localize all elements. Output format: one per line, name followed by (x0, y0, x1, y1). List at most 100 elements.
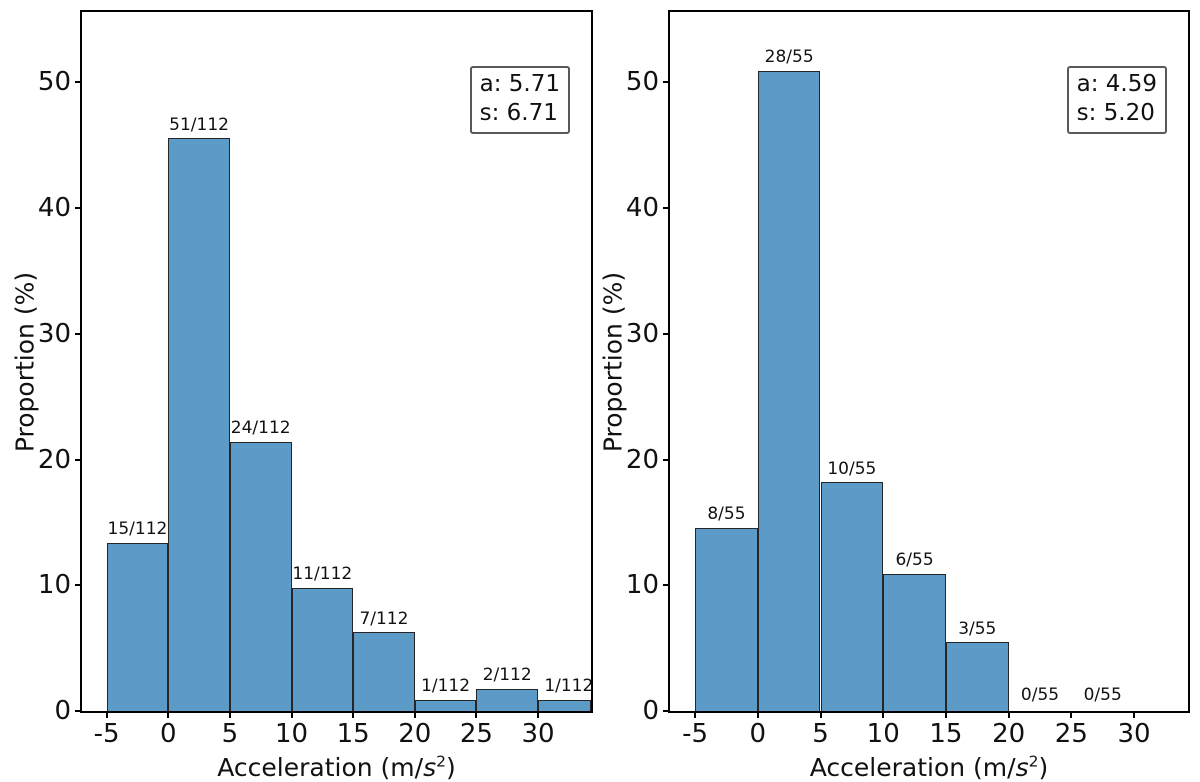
y-tick-label: 30 (625, 318, 659, 349)
y-tick-mark (663, 81, 670, 84)
bar-count-label: 24/112 (230, 417, 291, 438)
plot-area: a: 4.59 s: 5.20 8/55 28/55 10/55 6/55 3/55 0/… (626, 10, 1190, 747)
x-tick-mark (352, 711, 355, 718)
y-tick-mark (663, 207, 670, 210)
y-axis-label: Proportion (%) (598, 271, 628, 452)
x-tick-label: 0 (749, 719, 767, 749)
y-tick-label: 10 (37, 570, 71, 601)
x-tick-label: 15 (336, 719, 370, 749)
x-tick-label: 30 (521, 719, 555, 749)
bar-count-label: 3/55 (958, 618, 997, 639)
y-axis-label: Proportion (%) (10, 271, 40, 452)
stat-std: s: 5.20 (1076, 100, 1155, 127)
y-tick-label: 20 (37, 444, 71, 475)
bar-count-label: 1/112 (421, 675, 471, 696)
y-tick-mark (75, 207, 82, 210)
bar-count-label: 2/112 (482, 664, 532, 685)
x-axis-label-close: ) (1038, 753, 1049, 782)
x-axis-label-variable: s (423, 753, 437, 782)
x-axis-label-variable: s (1015, 753, 1029, 782)
bar-count-label: 15/112 (107, 518, 168, 539)
x-axis-label-superscript: 2 (436, 752, 446, 771)
stat-mean: a: 5.71 (479, 71, 560, 97)
right-histogram-chart: a: 4.59 s: 5.20 8/55 28/55 10/55 6/55 3/55 0/… (599, 10, 1190, 780)
bar-count-label: 0/55 (1020, 685, 1060, 706)
x-tick-mark (228, 711, 231, 718)
x-tick-label: 5 (812, 719, 829, 749)
x-tick-label: -5 (682, 719, 709, 749)
bar-count-label: 51/112 (169, 114, 229, 135)
bar-count-label: 8/55 (707, 504, 746, 525)
x-tick-label: 10 (274, 719, 309, 749)
x-tick-mark (105, 711, 108, 718)
left-histogram-chart: a: 5.71 s: 6.71 15/112 51/112 24/112 11/112… (11, 10, 594, 780)
histogram-bar (168, 138, 230, 711)
y-tick-mark (75, 332, 82, 335)
histogram-bar (291, 587, 354, 711)
histogram-bar (229, 441, 292, 711)
x-tick-label: 25 (1054, 719, 1088, 749)
x-axis-label-close: ) (445, 753, 456, 782)
bar-count-label: 11/112 (292, 563, 353, 584)
y-tick-label: 30 (37, 318, 71, 349)
histogram-bar (106, 542, 169, 711)
stat-std: s: 6.71 (479, 100, 558, 127)
x-tick-mark (167, 711, 170, 718)
y-tick-mark (663, 584, 670, 587)
y-tick-mark (663, 332, 670, 335)
histogram-bar (945, 642, 1009, 711)
x-tick-mark (944, 711, 947, 718)
x-tick-label: 15 (929, 719, 963, 749)
x-tick-label: 25 (459, 719, 493, 749)
x-tick-label: 30 (1117, 719, 1151, 749)
histogram-bar (757, 70, 821, 711)
x-tick-label: 0 (159, 719, 177, 749)
x-tick-label: 20 (398, 719, 432, 749)
x-tick-label: -5 (93, 719, 120, 749)
y-tick-mark (663, 458, 670, 461)
x-tick-mark (882, 711, 885, 718)
x-tick-label: 20 (992, 719, 1026, 749)
x-tick-mark (290, 711, 293, 718)
y-tick-label: 10 (625, 570, 659, 601)
bar-count-label: 6/55 (895, 550, 934, 570)
x-tick-label: 10 (866, 719, 900, 749)
plot-area: a: 5.71 s: 6.71 15/112 51/112 24/112 11/112… (38, 10, 594, 747)
x-tick-label: 5 (221, 719, 239, 749)
histogram-bar (414, 699, 477, 711)
x-axis-label-text: Acceleration (m/ (809, 753, 1016, 782)
y-tick-mark (75, 584, 82, 587)
bar-count-label: 7/112 (359, 608, 409, 629)
x-tick-mark (1007, 711, 1010, 718)
bar-count-label: 1/112 (544, 675, 594, 696)
bar-count-label: 28/55 (764, 47, 814, 68)
x-tick-mark (413, 711, 416, 718)
y-tick-label: 50 (625, 67, 659, 98)
x-tick-mark (1133, 711, 1136, 718)
x-axis-label: Acceleration (m/s2) (809, 752, 1049, 782)
y-tick-label: 0 (54, 696, 71, 726)
x-tick-mark (537, 711, 539, 718)
stat-mean: a: 4.59 (1076, 71, 1157, 97)
x-tick-mark (475, 711, 478, 718)
y-tick-label: 50 (37, 67, 71, 98)
y-tick-mark (75, 458, 82, 461)
y-tick-label: 40 (37, 193, 71, 224)
x-tick-mark (1070, 711, 1073, 718)
x-tick-mark (819, 711, 822, 718)
x-axis-label-text: Acceleration (m/ (217, 753, 424, 782)
x-axis-label-superscript: 2 (1028, 752, 1039, 771)
histogram-bar (538, 699, 591, 711)
histogram-bar (883, 573, 946, 711)
bar-count-label: 10/55 (827, 458, 877, 479)
y-tick-label: 0 (642, 696, 659, 726)
y-tick-mark (75, 81, 82, 84)
histogram-bar (695, 528, 758, 711)
y-tick-label: 40 (625, 193, 659, 224)
stats-annotation-box: a: 4.59 s: 5.20 (1066, 66, 1167, 135)
x-tick-mark (756, 711, 759, 718)
bar-count-label: 0/55 (1083, 685, 1122, 706)
x-axis-label: Acceleration (m/s2) (217, 752, 456, 782)
stats-annotation-box: a: 5.71 s: 6.71 (469, 66, 570, 135)
